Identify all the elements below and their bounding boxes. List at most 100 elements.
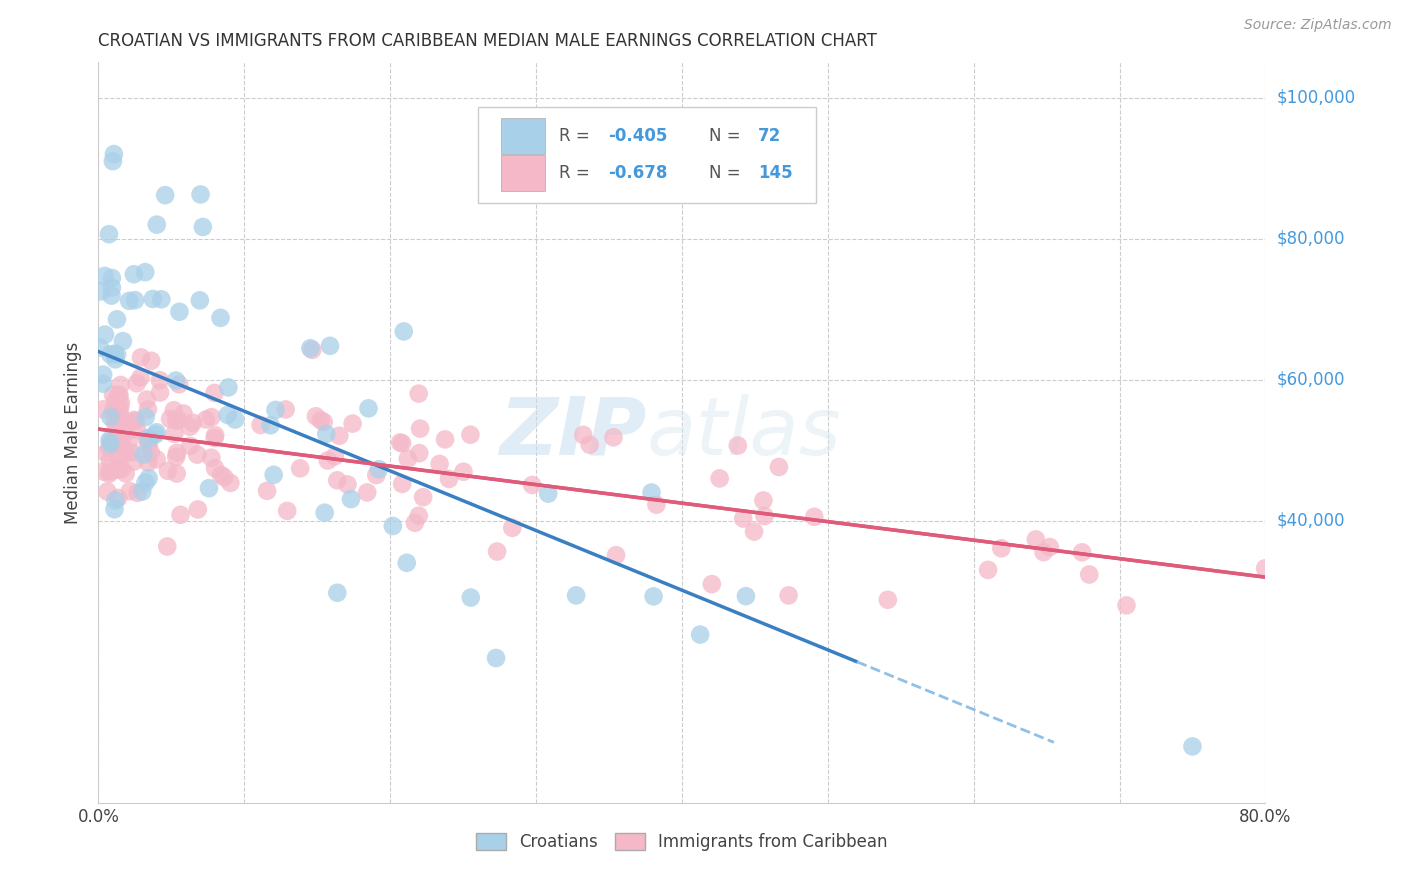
Point xyxy=(259,418,281,433)
Point xyxy=(316,453,339,467)
Point xyxy=(98,347,121,361)
Point xyxy=(138,434,160,448)
Point xyxy=(101,387,124,401)
Point xyxy=(409,421,432,435)
Point xyxy=(733,511,755,525)
Point xyxy=(90,285,112,299)
Point xyxy=(200,410,222,425)
Point xyxy=(101,280,124,294)
Point xyxy=(131,484,153,499)
Point xyxy=(486,544,509,558)
Point xyxy=(107,410,129,425)
Point xyxy=(1078,567,1101,582)
Point xyxy=(169,508,191,522)
Point xyxy=(103,403,125,417)
Point xyxy=(323,450,346,464)
Point xyxy=(256,483,278,498)
Point xyxy=(98,434,121,448)
Point xyxy=(305,409,328,424)
Point xyxy=(392,325,415,339)
Point xyxy=(111,440,134,454)
Point xyxy=(602,430,624,444)
Point xyxy=(1254,561,1277,575)
Point xyxy=(104,493,127,508)
Point xyxy=(143,427,166,442)
Point xyxy=(141,353,163,368)
Point xyxy=(125,414,148,428)
Text: 72: 72 xyxy=(758,127,780,145)
Point xyxy=(754,509,776,524)
Point xyxy=(101,154,124,169)
Point xyxy=(108,401,131,415)
Text: N =: N = xyxy=(709,164,745,182)
Point xyxy=(108,405,131,419)
Point xyxy=(135,392,157,407)
Point xyxy=(179,419,201,434)
Point xyxy=(103,147,125,161)
Text: $80,000: $80,000 xyxy=(1277,230,1346,248)
Point xyxy=(145,425,167,440)
Point xyxy=(134,475,156,490)
Point xyxy=(166,446,188,460)
Point xyxy=(165,450,187,464)
Point xyxy=(114,467,136,481)
Point xyxy=(501,521,523,535)
Point xyxy=(156,540,179,554)
Point xyxy=(167,377,190,392)
FancyBboxPatch shape xyxy=(501,155,546,191)
Point xyxy=(96,446,118,460)
Point xyxy=(114,445,136,459)
Point xyxy=(98,409,121,424)
Point xyxy=(105,347,128,361)
Text: N =: N = xyxy=(709,127,745,145)
Point xyxy=(187,502,209,516)
Point xyxy=(98,441,121,455)
Point xyxy=(122,454,145,468)
Text: atlas: atlas xyxy=(647,393,842,472)
Point xyxy=(274,402,297,417)
Point xyxy=(110,396,132,410)
Text: $40,000: $40,000 xyxy=(1277,512,1346,530)
Text: 145: 145 xyxy=(758,164,793,182)
Point xyxy=(136,456,159,470)
Point xyxy=(108,388,131,402)
Point xyxy=(111,462,134,476)
Point xyxy=(134,265,156,279)
Point xyxy=(89,341,111,355)
Point xyxy=(129,351,152,365)
FancyBboxPatch shape xyxy=(478,107,815,203)
Point xyxy=(191,219,214,234)
Point xyxy=(150,293,173,307)
Point xyxy=(803,509,825,524)
Point xyxy=(381,519,404,533)
Point xyxy=(100,437,122,451)
Y-axis label: Median Male Earnings: Median Male Earnings xyxy=(65,342,83,524)
Point xyxy=(105,417,128,431)
Point xyxy=(429,457,451,471)
Point xyxy=(1039,540,1062,554)
Point xyxy=(263,467,285,482)
Point xyxy=(149,385,172,400)
Point xyxy=(209,467,232,482)
Point xyxy=(408,446,430,460)
Text: -0.405: -0.405 xyxy=(609,127,668,145)
Point xyxy=(107,428,129,442)
Point xyxy=(1181,739,1204,754)
Point xyxy=(276,504,298,518)
Point xyxy=(115,425,138,440)
Point xyxy=(219,475,242,490)
Point xyxy=(391,476,413,491)
Point xyxy=(118,293,141,308)
Point xyxy=(328,428,350,442)
Point xyxy=(643,590,665,604)
Point xyxy=(181,416,204,430)
Point xyxy=(179,439,201,453)
Point xyxy=(572,428,595,442)
Point xyxy=(640,485,662,500)
Point xyxy=(312,415,335,429)
Point xyxy=(101,271,124,285)
Point xyxy=(110,433,132,447)
Point xyxy=(125,376,148,391)
Point xyxy=(163,403,186,417)
Point xyxy=(145,452,167,467)
